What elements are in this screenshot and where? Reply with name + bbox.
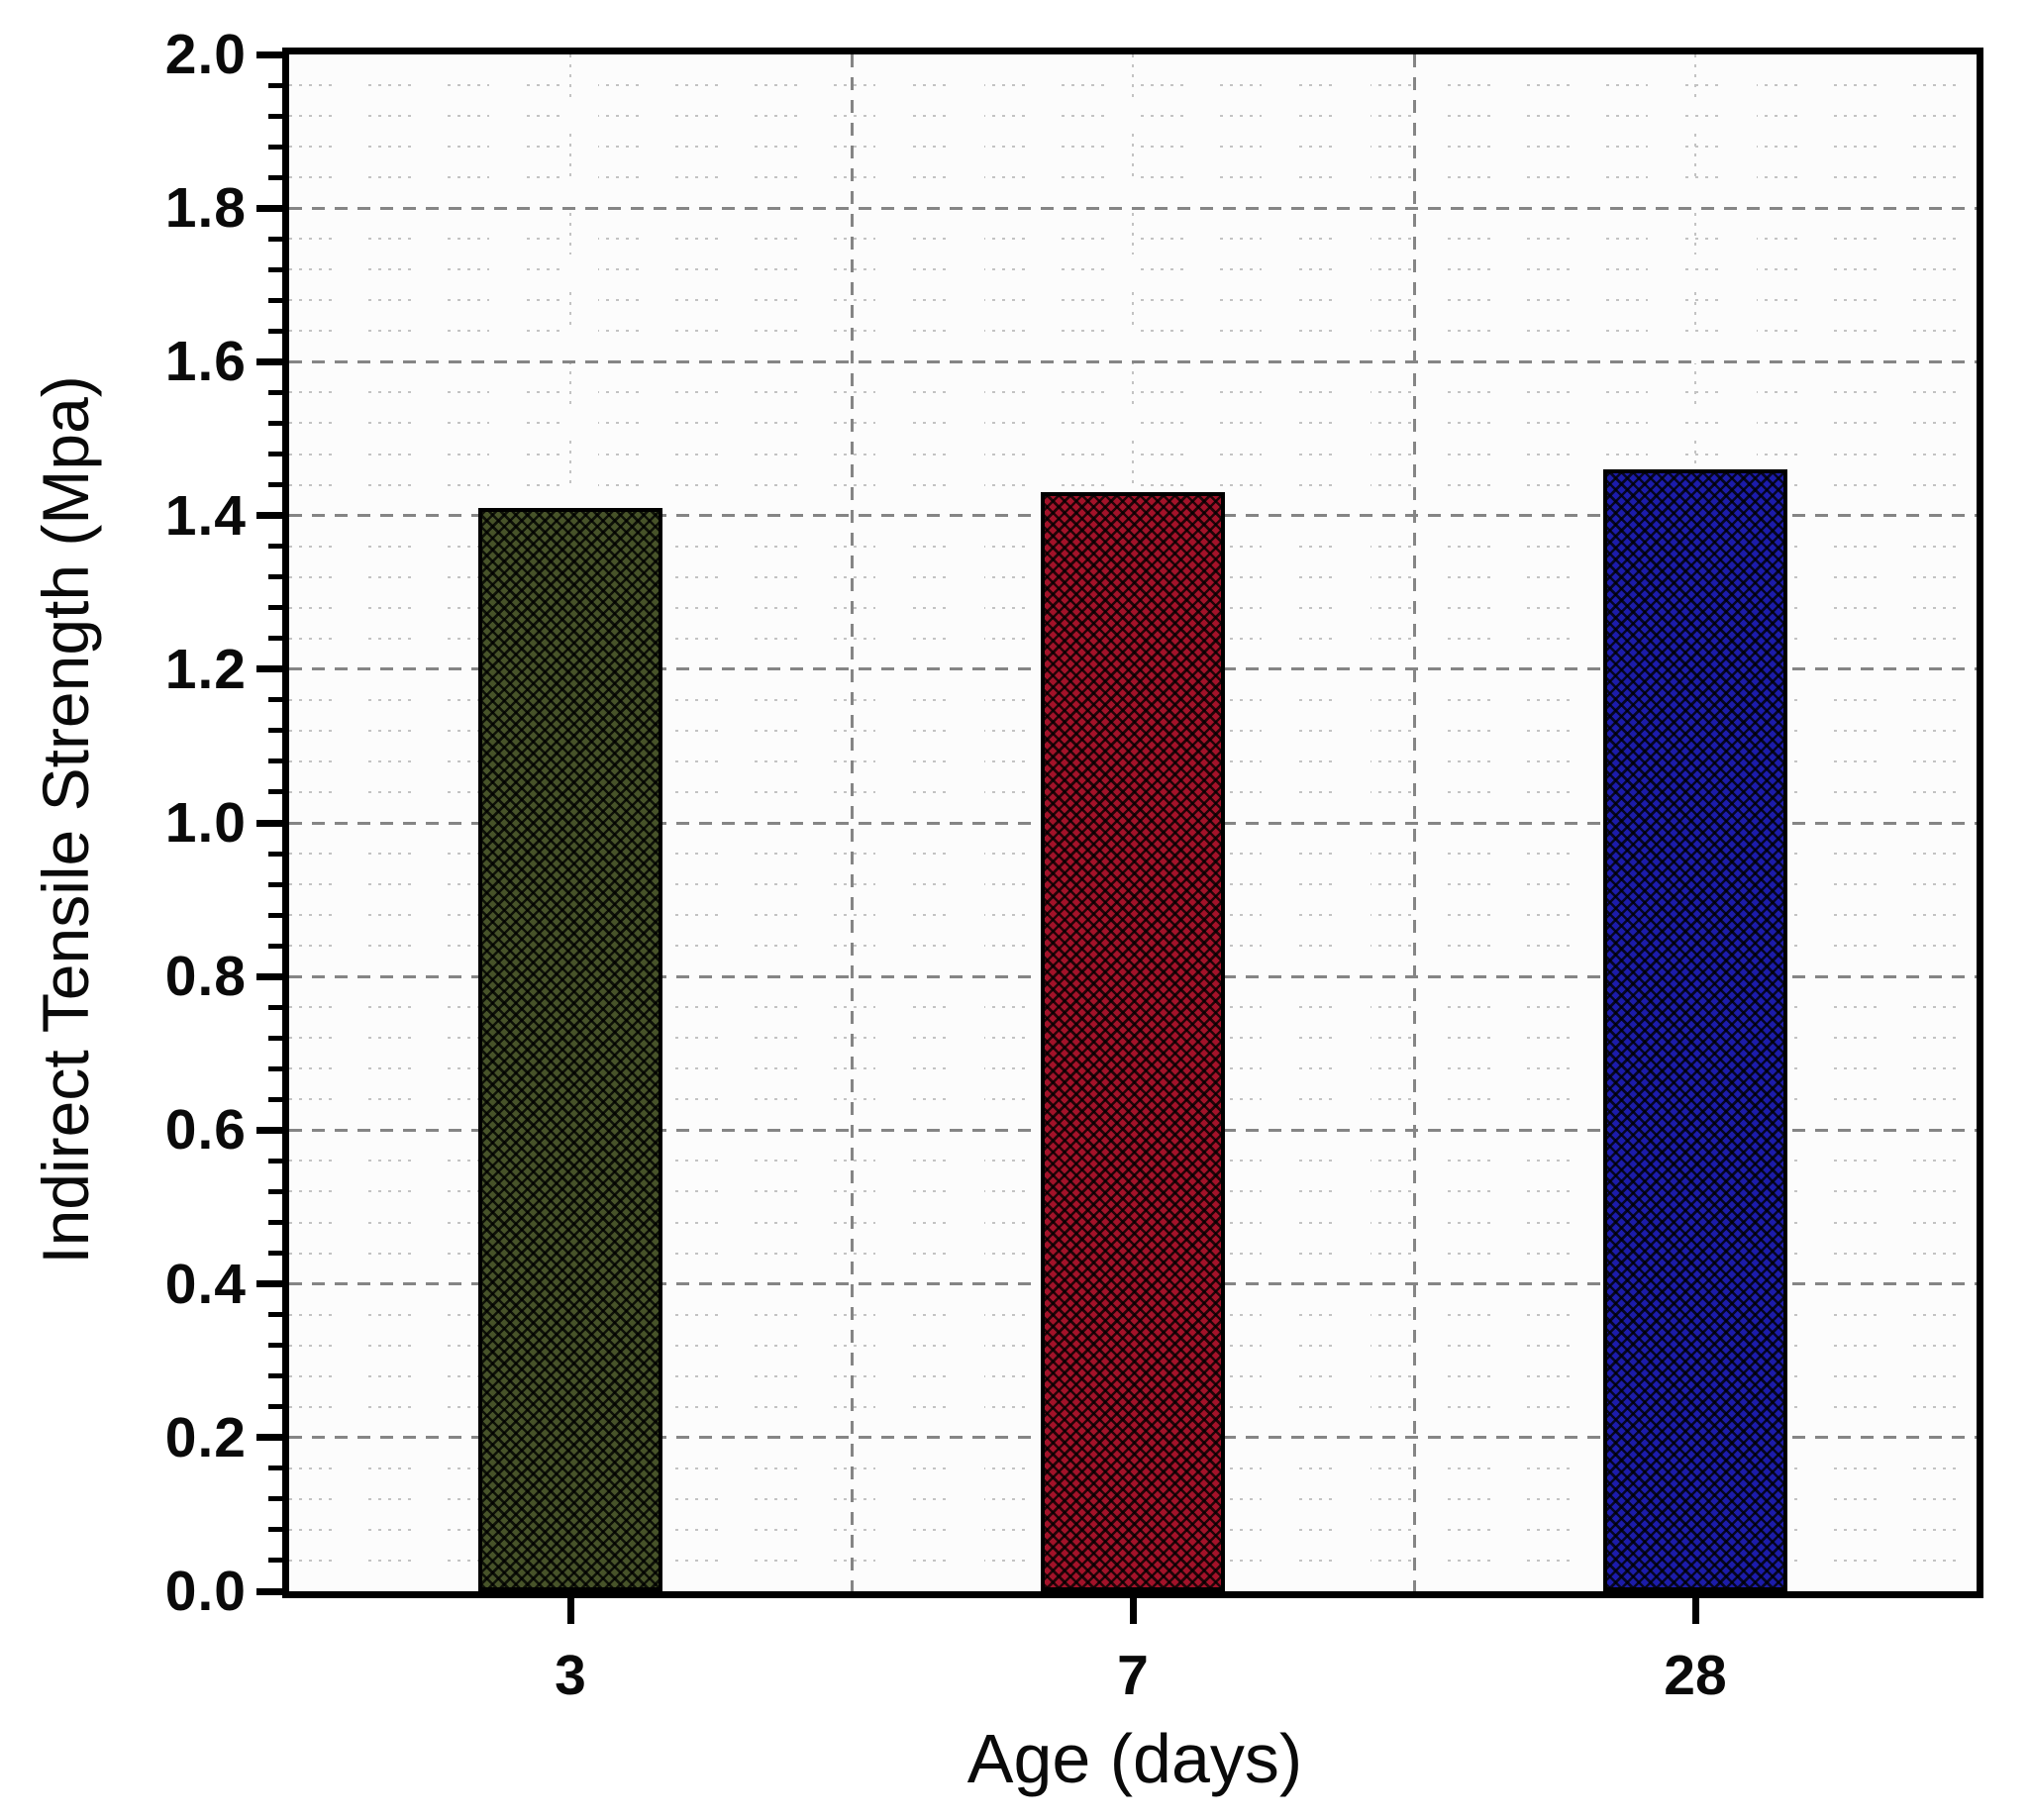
y-minor-tick — [268, 881, 282, 887]
y-major-tick — [256, 1280, 282, 1288]
y-tick-label: 0.4 — [164, 1252, 247, 1316]
y-minor-tick — [268, 1312, 282, 1318]
x-major-tick — [1129, 1598, 1137, 1624]
y-major-tick — [256, 972, 282, 980]
y-minor-tick — [268, 1004, 282, 1010]
y-major-tick — [256, 357, 282, 365]
y-major-tick — [256, 1126, 282, 1134]
y-minor-tick — [268, 297, 282, 303]
y-major-tick — [256, 819, 282, 827]
y-minor-tick — [268, 943, 282, 949]
y-minor-tick — [268, 482, 282, 488]
y-minor-tick — [268, 144, 282, 150]
y-minor-tick — [268, 389, 282, 395]
gridline-major-h — [289, 359, 1977, 363]
y-major-tick — [256, 204, 282, 212]
y-minor-tick — [268, 544, 282, 550]
y-minor-tick — [268, 1188, 282, 1194]
y-minor-tick — [268, 789, 282, 795]
y-minor-tick — [268, 912, 282, 918]
y-tick-label: 1.0 — [164, 791, 247, 855]
y-minor-tick — [268, 1220, 282, 1226]
y-minor-tick — [268, 697, 282, 703]
y-tick-label: 1.2 — [164, 637, 247, 701]
y-minor-tick — [268, 1404, 282, 1410]
y-tick-label: 1.6 — [164, 330, 247, 394]
y-minor-tick — [268, 1065, 282, 1071]
y-minor-tick — [268, 1527, 282, 1533]
y-minor-tick — [268, 758, 282, 764]
y-minor-tick — [268, 1466, 282, 1471]
y-minor-tick — [268, 82, 282, 88]
y-minor-tick — [268, 113, 282, 119]
y-minor-tick — [268, 574, 282, 580]
y-tick-label: 0.0 — [164, 1560, 247, 1623]
y-minor-tick — [268, 851, 282, 857]
y-minor-tick — [268, 605, 282, 611]
y-minor-tick — [268, 452, 282, 457]
y-minor-tick — [268, 236, 282, 242]
y-tick-label: 0.6 — [164, 1098, 247, 1163]
x-axis-title: Age (days) — [966, 1720, 1303, 1797]
y-minor-tick — [268, 1251, 282, 1257]
gridline-major-h — [289, 206, 1977, 210]
y-tick-label: 1.8 — [164, 176, 247, 241]
x-major-tick — [1691, 1598, 1699, 1624]
x-major-tick — [566, 1598, 574, 1624]
y-minor-tick — [268, 266, 282, 272]
y-major-tick — [256, 665, 282, 673]
y-minor-tick — [268, 1558, 282, 1564]
y-minor-tick — [268, 728, 282, 734]
y-minor-tick — [268, 1496, 282, 1502]
y-tick-label: 0.2 — [164, 1405, 247, 1469]
plot-area — [282, 48, 1983, 1598]
x-tick-label: 28 — [1664, 1644, 1727, 1707]
y-minor-tick — [268, 1158, 282, 1163]
y-minor-tick — [268, 1096, 282, 1102]
y-minor-tick — [268, 1343, 282, 1349]
bar-age-28 — [1603, 469, 1787, 1591]
y-minor-tick — [268, 1373, 282, 1379]
bar-age-3 — [478, 507, 662, 1591]
y-minor-tick — [268, 636, 282, 642]
y-tick-label: 1.4 — [164, 483, 247, 548]
y-minor-tick — [268, 328, 282, 334]
y-minor-tick — [268, 174, 282, 180]
y-major-tick — [256, 1587, 282, 1595]
y-tick-label: 0.8 — [164, 945, 247, 1009]
bar-age-7 — [1041, 492, 1225, 1591]
y-major-tick — [256, 512, 282, 520]
y-tick-label: 2.0 — [164, 23, 247, 86]
y-major-tick — [256, 1434, 282, 1442]
gridline-major-v — [1412, 54, 1416, 1591]
y-minor-tick — [268, 420, 282, 426]
gridline-major-v — [850, 54, 854, 1591]
y-major-tick — [256, 51, 282, 58]
y-minor-tick — [268, 1035, 282, 1041]
x-tick-label: 3 — [555, 1644, 586, 1707]
x-tick-label: 7 — [1117, 1644, 1149, 1707]
